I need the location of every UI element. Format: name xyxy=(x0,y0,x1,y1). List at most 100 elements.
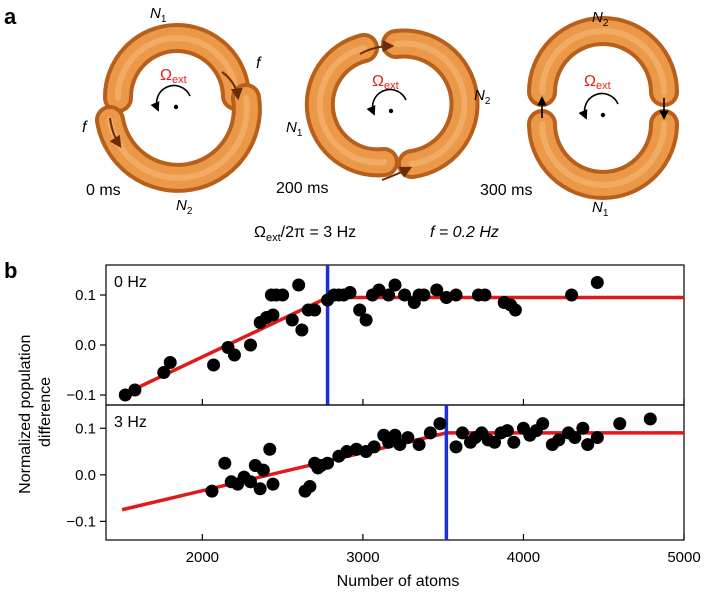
data-point xyxy=(455,426,469,440)
data-point xyxy=(244,475,257,489)
data-point xyxy=(449,288,463,302)
ring-300ms: Ωext N2 N1 300 ms xyxy=(480,9,679,219)
rotation-arrow-icon xyxy=(366,88,407,116)
y-tick-label: 0.1 xyxy=(75,420,96,437)
data-point xyxy=(207,358,221,372)
x-tick-label: 2000 xyxy=(186,549,219,566)
omega-ext-label: Ωext xyxy=(160,67,187,86)
plot-title: 3 Hz xyxy=(114,414,147,431)
center-dot xyxy=(600,112,606,118)
data-point xyxy=(508,303,522,317)
ring-200ms: Ωext N1 N2 200 ms xyxy=(276,28,491,197)
data-point xyxy=(590,276,604,289)
time-300ms: 300 ms xyxy=(480,182,532,199)
data-point xyxy=(303,479,317,493)
data-point xyxy=(163,356,177,369)
data-point xyxy=(276,288,290,302)
plot-frame xyxy=(105,404,685,541)
data-point xyxy=(488,435,502,449)
x-tick-label: 4000 xyxy=(507,549,540,566)
data-point xyxy=(388,278,402,292)
param-omega: Ωext/2π = 3 Hz xyxy=(254,224,356,244)
data-point xyxy=(576,421,590,435)
data-point xyxy=(423,426,437,440)
n1-label: N1 xyxy=(592,199,609,219)
data-point xyxy=(227,348,241,362)
flow-arrow-top xyxy=(359,40,395,55)
data-point xyxy=(372,283,386,297)
data-point xyxy=(157,366,171,379)
data-point xyxy=(565,288,579,302)
data-point xyxy=(321,456,335,470)
omega-ext-label: Ωext xyxy=(584,73,611,92)
plot-0hz: 0.1 0.0 −0.1 0 Hz xyxy=(66,264,685,406)
flow-arrow-bottom xyxy=(381,166,413,181)
data-point xyxy=(256,463,270,477)
data-point xyxy=(343,286,357,299)
data-point xyxy=(118,388,132,402)
data-point xyxy=(382,288,396,302)
data-point xyxy=(500,424,514,438)
y-tick-label: −0.1 xyxy=(66,513,96,530)
x-tick-label: 5000 xyxy=(667,549,700,566)
data-point xyxy=(568,431,582,445)
n1-label: N1 xyxy=(286,119,303,139)
data-point xyxy=(401,431,415,445)
data-point xyxy=(295,323,309,337)
data-point xyxy=(359,313,373,327)
data-point xyxy=(507,435,521,449)
flow-arrow-right xyxy=(221,71,243,101)
data-point xyxy=(244,338,257,352)
data-point xyxy=(353,303,367,317)
y-axis-label: Normalized population difference xyxy=(17,330,54,494)
x-axis-label: Number of atoms xyxy=(337,573,460,590)
center-dot xyxy=(388,108,394,114)
time-0ms: 0 ms xyxy=(86,182,121,199)
data-point xyxy=(643,412,657,426)
data-point xyxy=(263,442,277,456)
panel-a-label: a xyxy=(4,4,17,29)
rotation-arrow-icon xyxy=(150,84,191,112)
flow-label-left: f xyxy=(82,119,88,136)
rotation-arrow-icon xyxy=(578,92,619,120)
center-dot xyxy=(173,104,179,110)
data-point xyxy=(449,440,463,454)
data-point xyxy=(613,417,627,431)
fit-line xyxy=(121,295,684,397)
x-tick-label: 3000 xyxy=(346,549,379,566)
panel-b-label: b xyxy=(4,258,17,283)
data-point xyxy=(218,456,232,470)
ring-0ms: Ωext N1 N2 f f 0 ms xyxy=(82,5,262,217)
data-point xyxy=(308,303,322,317)
data-point xyxy=(398,288,412,302)
time-200ms: 200 ms xyxy=(276,180,328,197)
data-point xyxy=(417,288,431,302)
data-point xyxy=(433,417,447,431)
data-point xyxy=(128,383,142,397)
y-tick-label: −0.1 xyxy=(66,387,96,404)
n2-label: N2 xyxy=(592,9,609,29)
data-point xyxy=(590,431,604,445)
n1-label: N1 xyxy=(150,5,167,25)
data-point xyxy=(552,433,566,447)
data-point xyxy=(266,477,280,491)
data-point xyxy=(412,438,426,452)
param-f: f = 0.2 Hz xyxy=(430,224,499,241)
data-point xyxy=(253,482,267,496)
data-point xyxy=(285,313,299,327)
data-point xyxy=(266,308,280,322)
y-tick-label: 0.0 xyxy=(75,337,96,354)
data-point xyxy=(292,278,306,292)
data-point xyxy=(536,417,550,431)
data-point xyxy=(478,288,492,302)
omega-ext-label: Ωext xyxy=(372,73,399,92)
data-point xyxy=(367,440,381,454)
y-tick-label: 0.0 xyxy=(75,467,96,484)
y-tick-label: 0.1 xyxy=(75,287,96,304)
data-point xyxy=(430,283,444,297)
n2-label: N2 xyxy=(474,87,491,107)
data-point xyxy=(205,484,219,498)
data-point xyxy=(581,438,595,452)
flow-label-right: f xyxy=(256,55,262,72)
